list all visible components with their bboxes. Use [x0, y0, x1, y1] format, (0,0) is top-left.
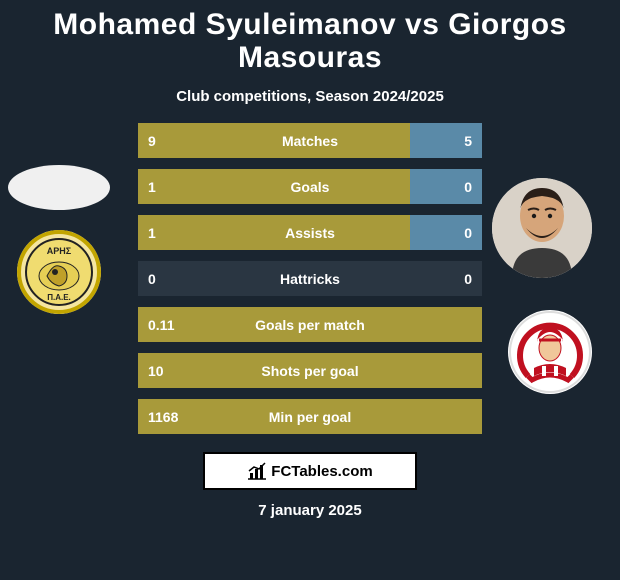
stat-bar-left — [138, 307, 482, 342]
svg-text:Π.Α.Ε.: Π.Α.Ε. — [47, 293, 71, 302]
svg-text:ΑΡΗΣ: ΑΡΗΣ — [47, 246, 72, 256]
olympiacos-crest-icon — [508, 310, 592, 394]
stat-bar-right — [410, 169, 482, 204]
stat-bar-left — [138, 169, 410, 204]
footer-date: 7 january 2025 — [0, 502, 620, 519]
stat-bar-right — [410, 215, 482, 250]
chart-icon — [247, 462, 267, 480]
title-line2: Masouras — [238, 41, 382, 74]
club-right-logo — [508, 310, 592, 394]
stat-row: 10Shots per goal — [138, 353, 482, 388]
stat-row: 10Goals — [138, 169, 482, 204]
title-line1: Mohamed Syuleimanov vs Giorgos — [53, 8, 566, 41]
stat-row: 0 0Hattricks — [138, 261, 482, 296]
player-right-avatar — [492, 178, 592, 278]
stat-bar-left — [138, 399, 482, 434]
stat-bar-left — [138, 215, 410, 250]
page-title: Mohamed Syuleimanov vs Giorgos Masouras — [0, 0, 620, 78]
aris-crest-icon: ΑΡΗΣ Π.Α.Ε. — [17, 230, 101, 314]
stat-bar-left — [138, 123, 410, 158]
stat-row: 1168Min per goal — [138, 399, 482, 434]
club-left-logo: ΑΡΗΣ Π.Α.Ε. — [17, 230, 101, 314]
stat-value-right: 0 — [454, 261, 482, 296]
stat-value-left: 0 — [138, 261, 166, 296]
stat-row: 95Matches — [138, 123, 482, 158]
stats-container: 95Matches 10Goals 10Assists 0 0Hattricks 0.11… — [138, 123, 482, 434]
stat-bar-left — [138, 353, 482, 388]
subtitle: Club competitions, Season 2024/2025 — [0, 88, 620, 105]
stat-row: 0.11Goals per match — [138, 307, 482, 342]
player-left-avatar — [8, 165, 110, 210]
player-face-icon — [492, 178, 592, 278]
footer-brand-text: FCTables.com — [271, 463, 372, 480]
stat-bar-right — [410, 123, 482, 158]
stat-row: 10Assists — [138, 215, 482, 250]
stat-label: Hattricks — [138, 261, 482, 296]
footer-brand-badge: FCTables.com — [203, 452, 417, 490]
